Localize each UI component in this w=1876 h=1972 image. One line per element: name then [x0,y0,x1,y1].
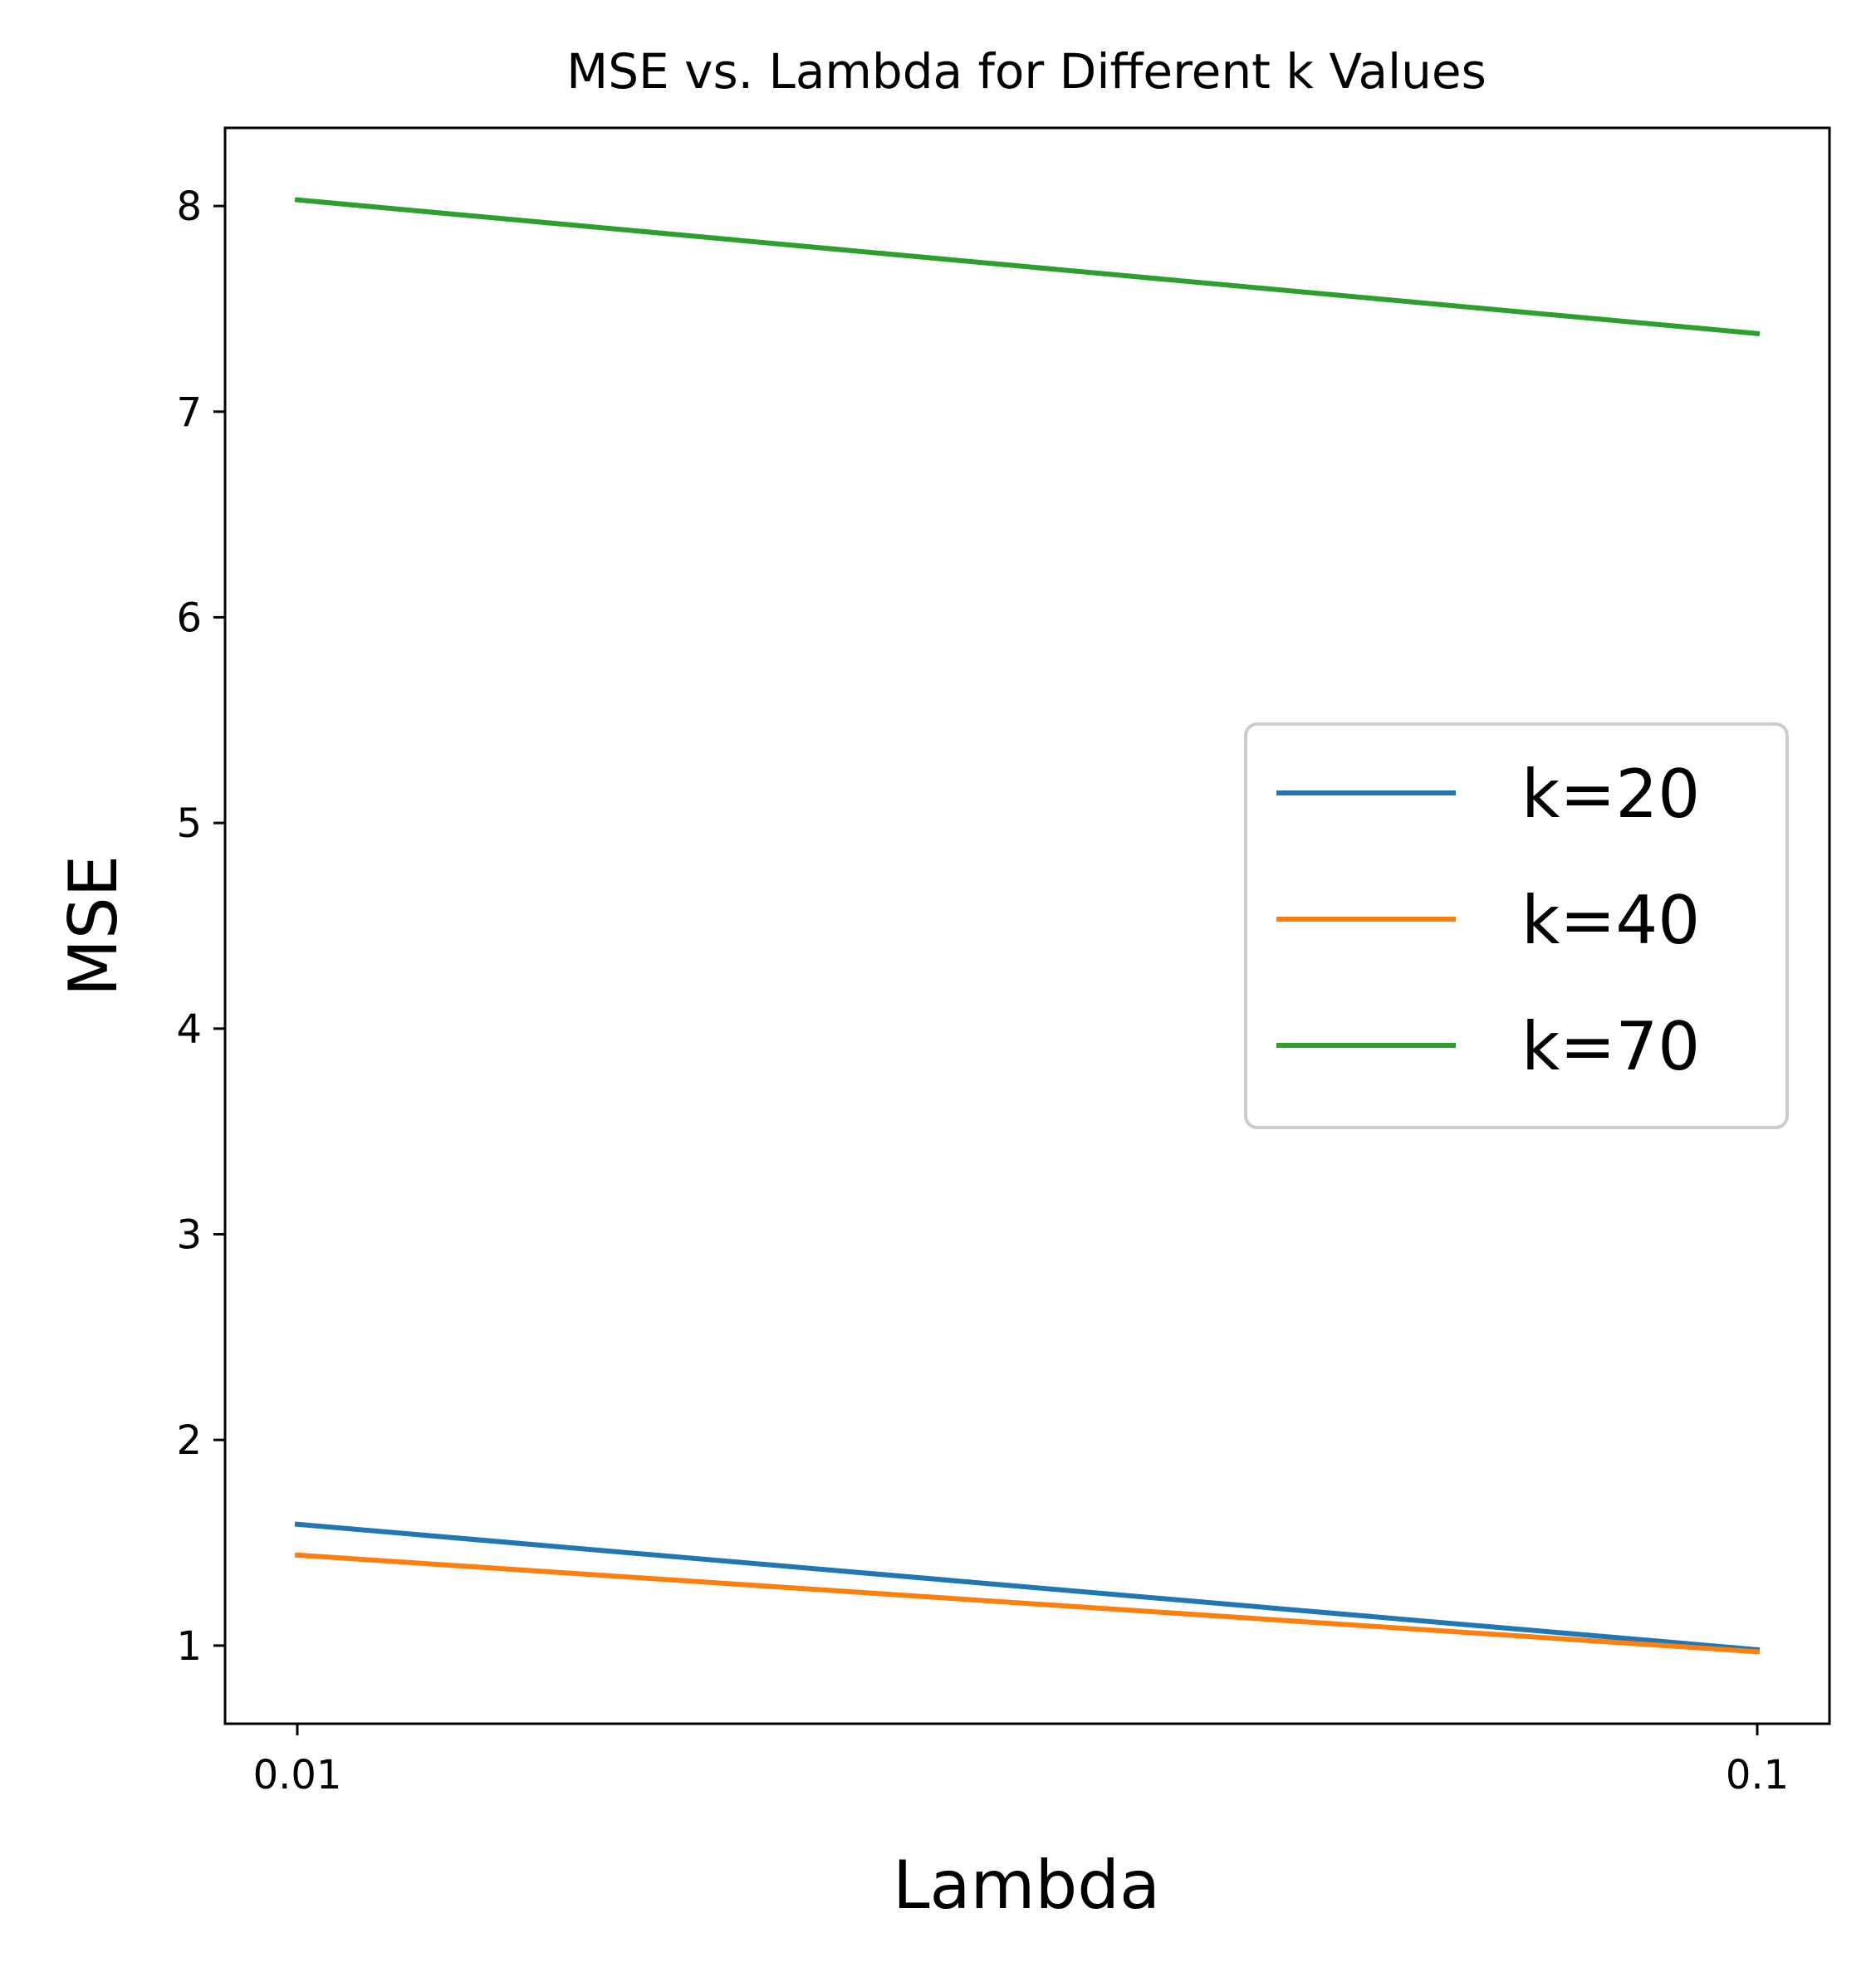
x-tick-label: 0.01 [253,1752,342,1798]
series-line-k70 [294,197,1761,336]
series-line-k40 [294,1552,1761,1655]
plot-frame [223,126,1831,1725]
x-tick-label: 0.1 [1726,1752,1789,1798]
legend-label-k40: k=40 [1521,882,1700,959]
y-axis-label: MSE [55,855,132,996]
y-tick-label: 1 [176,1623,202,1670]
y-tick-label: 7 [176,389,202,436]
y-tick-label: 3 [176,1212,202,1259]
y-tick-label: 8 [176,183,202,230]
x-axis-label: Lambda [893,1847,1160,1924]
legend-frame [1244,722,1789,1129]
legend: k=20 k=40 k=70 [1244,722,1789,1129]
legend-label-k20: k=20 [1521,756,1700,833]
chart-title: MSE vs. Lambda for Different k Values [566,43,1487,100]
legend-label-k70: k=70 [1521,1008,1700,1085]
ticks-layer: 1 2 3 4 5 6 7 8 0.01 0.1 [176,183,1789,1798]
series-line-k20 [294,1521,1761,1653]
y-tick-label: 2 [176,1417,202,1464]
series-layer [294,197,1761,1655]
y-tick-label: 6 [176,595,202,641]
y-tick-label: 5 [176,800,202,847]
y-tick-label: 4 [176,1006,202,1053]
